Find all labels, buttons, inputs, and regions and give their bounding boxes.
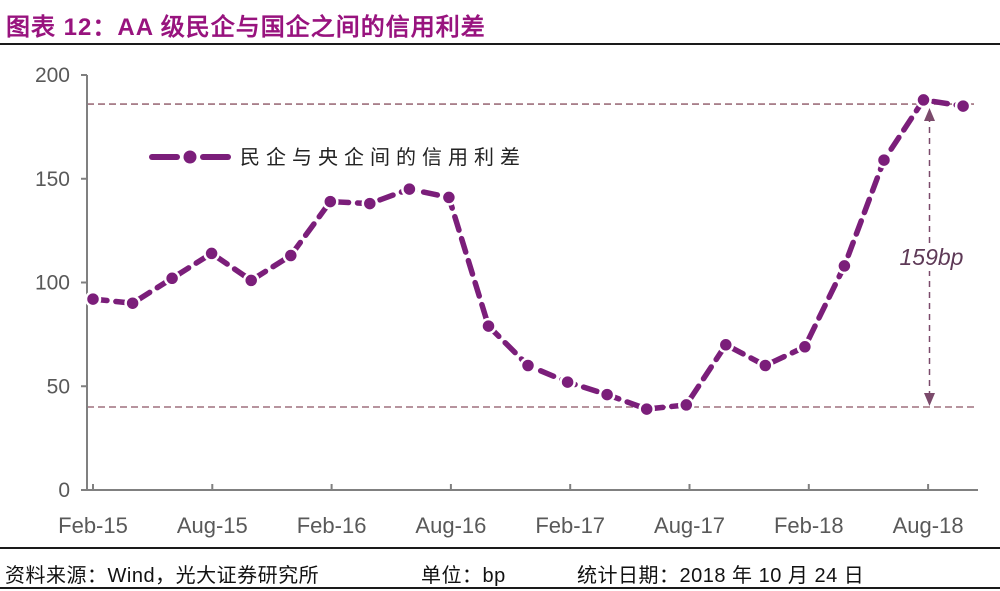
annotation-text-backing <box>892 243 967 271</box>
chart-title: 图表 12：AA 级民企与国企之间的信用利差 <box>6 14 486 41</box>
stat-date-note: 统计日期：2018 年 10 月 24 日 <box>577 565 865 587</box>
data-point-dot <box>124 294 141 312</box>
x-axis-label: Feb-15 <box>58 513 128 538</box>
data-point-dot <box>875 151 893 169</box>
data-point-dot <box>480 317 497 335</box>
x-axis-label: Feb-17 <box>535 513 605 538</box>
source-note: 资料来源：Wind，光大证券研究所 <box>5 565 320 587</box>
footer: 资料来源：Wind，光大证券研究所 单位：bp 统计日期：2018 年 10 月… <box>0 556 1000 587</box>
unit-note: 单位：bp <box>421 565 506 587</box>
footer-bottom-divider <box>0 587 1000 589</box>
data-point-dot <box>598 386 616 403</box>
axis-lines <box>86 75 978 491</box>
data-point-dot <box>915 91 932 109</box>
data-point-dot <box>796 338 814 356</box>
legend: 民企与央企间的信用利差 <box>149 146 526 169</box>
data-point-dot <box>678 396 695 414</box>
data-point-dot <box>954 97 972 115</box>
data-point-dot <box>282 247 300 264</box>
arrow-down-icon <box>924 393 935 406</box>
y-axis-label: 150 <box>35 168 70 191</box>
data-point-dot <box>322 193 339 210</box>
spread-annotation: 159bp <box>892 108 967 406</box>
x-axis-label: Feb-16 <box>297 513 367 538</box>
legend-label: 民企与央企间的信用利差 <box>240 146 526 169</box>
annotation-label: 159bp <box>900 244 964 270</box>
data-point-dot <box>836 257 853 275</box>
data-point-dot <box>757 357 774 374</box>
legend-dot-marker <box>183 150 197 164</box>
data-point-dot <box>638 400 655 418</box>
data-point-dot <box>84 290 102 308</box>
title-divider <box>0 43 1000 45</box>
data-point-dot <box>717 336 735 354</box>
footer-top-divider <box>0 547 1000 549</box>
data-point-dot <box>519 357 537 374</box>
data-point-dot <box>203 245 220 262</box>
data-point-dot <box>163 270 181 287</box>
y-axis-label: 50 <box>47 375 70 398</box>
credit-spread-line-chart: 0 50 100 150 200 Feb-15 Aug-15 Feb-16 Aug-16 Feb-… <box>35 64 978 538</box>
y-axis-label: 200 <box>35 64 70 87</box>
y-axis-label: 100 <box>35 272 70 295</box>
x-axis-label: Aug-17 <box>654 513 725 538</box>
x-axis-label: Aug-18 <box>893 513 964 538</box>
x-axis-label: Aug-15 <box>177 513 248 538</box>
arrow-up-icon <box>924 108 935 122</box>
data-point-dot <box>361 195 379 212</box>
x-axis-label: Feb-18 <box>774 513 844 538</box>
data-point-dot <box>440 189 458 206</box>
data-point-dot <box>242 272 260 289</box>
data-point-dot <box>401 180 418 198</box>
y-axis-label: 0 <box>58 479 70 502</box>
x-axis-label: Aug-16 <box>415 513 486 538</box>
data-point-dot <box>559 373 576 391</box>
